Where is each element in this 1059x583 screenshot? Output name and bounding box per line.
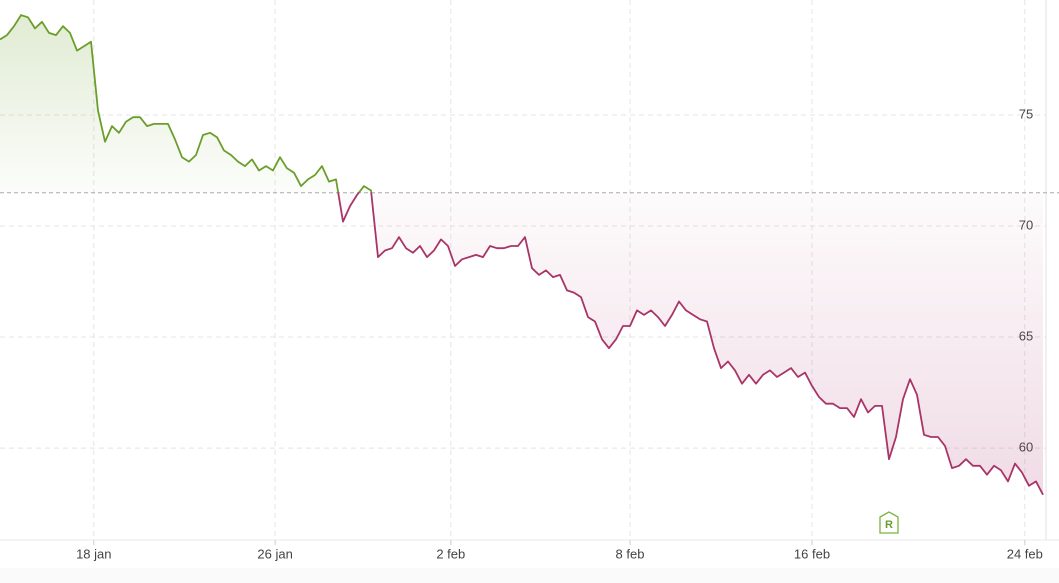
area	[0, 15, 1043, 495]
x-tick-label: 26 jan	[257, 546, 292, 561]
x-tick-label: 2 feb	[436, 546, 465, 561]
price-line	[0, 14, 1044, 496]
x-tick-label: 8 feb	[616, 546, 645, 561]
marker-label: R	[885, 519, 893, 531]
marker-badge	[879, 511, 899, 534]
y-tick-label: 75	[1019, 106, 1033, 121]
x-tick-label: 24 feb	[1007, 546, 1043, 561]
footer-strip	[0, 568, 1059, 583]
x-tick-label: 18 jan	[76, 546, 111, 561]
x-tick-label: 16 feb	[794, 546, 830, 561]
